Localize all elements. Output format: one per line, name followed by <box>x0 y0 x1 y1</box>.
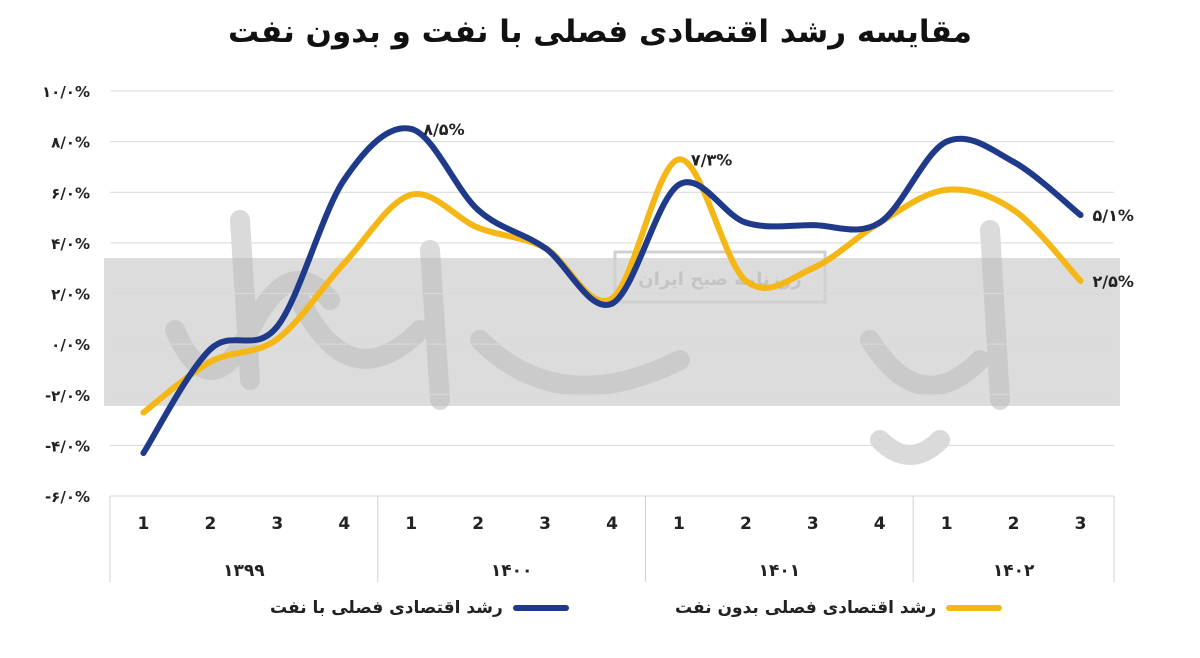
legend-label-with-oil: رشد اقتصادی فصلی با نفت <box>270 598 503 618</box>
x-tick-label: 3 <box>1075 514 1087 534</box>
x-tick-label: 2 <box>204 514 216 534</box>
y-tick-label: ۸/۰% <box>51 134 90 152</box>
x-group-label: ۱۴۰۲ <box>993 561 1035 581</box>
point-without-oil <box>341 260 348 267</box>
data-label: ۲/۵% <box>1093 272 1134 291</box>
point-without-oil <box>274 336 281 343</box>
data-label: ۵/۱% <box>1093 206 1134 225</box>
y-tick-label: -۶/۰% <box>45 488 90 506</box>
x-group-label: ۱۴۰۰ <box>491 561 533 581</box>
x-tick-label: 3 <box>271 514 283 534</box>
data-label: ۸/۵% <box>423 120 464 139</box>
legend-swatch-without-oil <box>946 605 1003 611</box>
point-with-oil <box>207 346 214 353</box>
point-with-oil <box>1077 212 1084 219</box>
legend-item-with-oil: رشد اقتصادی فصلی با نفت <box>270 598 569 618</box>
series-line-without-oil <box>140 156 1084 416</box>
point-with-oil <box>876 219 883 226</box>
x-tick-label: 1 <box>138 514 150 534</box>
legend-swatch-with-oil <box>512 605 569 611</box>
point-without-oil <box>809 265 816 272</box>
point-without-oil <box>943 186 950 193</box>
x-tick-label: 1 <box>405 514 417 534</box>
x-tick-label: 4 <box>874 514 886 534</box>
x-group-label: ۱۳۹۹ <box>223 561 265 581</box>
watermark-stamp <box>613 250 827 304</box>
x-tick-label: 1 <box>673 514 685 534</box>
point-without-oil <box>742 277 749 284</box>
y-tick-label: ۲/۰% <box>51 286 90 304</box>
x-group-label: ۱۴۰۱ <box>759 561 801 581</box>
point-with-oil <box>475 206 482 213</box>
point-without-oil <box>408 191 415 198</box>
point-without-oil <box>1077 277 1084 284</box>
point-without-oil <box>207 358 214 365</box>
point-without-oil <box>675 156 682 163</box>
point-with-oil <box>943 138 950 145</box>
chart-title: مقایسه رشد اقتصادی فصلی با نفت و بدون نف… <box>227 14 972 50</box>
x-tick-label: 1 <box>941 514 953 534</box>
point-without-oil <box>140 409 147 416</box>
point-with-oil <box>542 244 549 251</box>
x-tick-label: 4 <box>606 514 618 534</box>
x-tick-label: 4 <box>338 514 350 534</box>
point-without-oil <box>475 224 482 231</box>
point-without-oil <box>1010 206 1017 213</box>
point-with-oil <box>609 300 615 307</box>
y-tick-label: -۴/۰% <box>45 437 90 455</box>
x-tick-label: 3 <box>807 514 819 534</box>
y-tick-label: ۴/۰% <box>51 235 90 253</box>
point-with-oil <box>274 323 281 330</box>
point-with-oil <box>408 125 415 132</box>
x-tick-label: 2 <box>472 514 484 534</box>
point-with-oil <box>675 181 682 188</box>
data-label: ۷/۳% <box>691 150 732 169</box>
y-tick-label: -۲/۰% <box>45 387 90 405</box>
point-with-oil <box>140 449 147 456</box>
y-tick-label: ۰/۰% <box>51 336 90 354</box>
x-tick-label: 2 <box>1008 514 1020 534</box>
x-tick-label: 2 <box>740 514 752 534</box>
point-with-oil <box>341 176 348 183</box>
y-tick-label: ۶/۰% <box>51 184 90 202</box>
legend-item-without-oil: رشد اقتصادی فصلی بدون نفت <box>675 598 1003 618</box>
legend-label-without-oil: رشد اقتصادی فصلی بدون نفت <box>675 598 937 618</box>
point-with-oil <box>809 222 816 229</box>
point-with-oil <box>1010 158 1017 165</box>
series-line-with-oil <box>140 125 1084 456</box>
y-tick-label: ۱۰/۰% <box>42 83 90 101</box>
x-tick-label: 3 <box>539 514 551 534</box>
point-with-oil <box>742 219 749 226</box>
